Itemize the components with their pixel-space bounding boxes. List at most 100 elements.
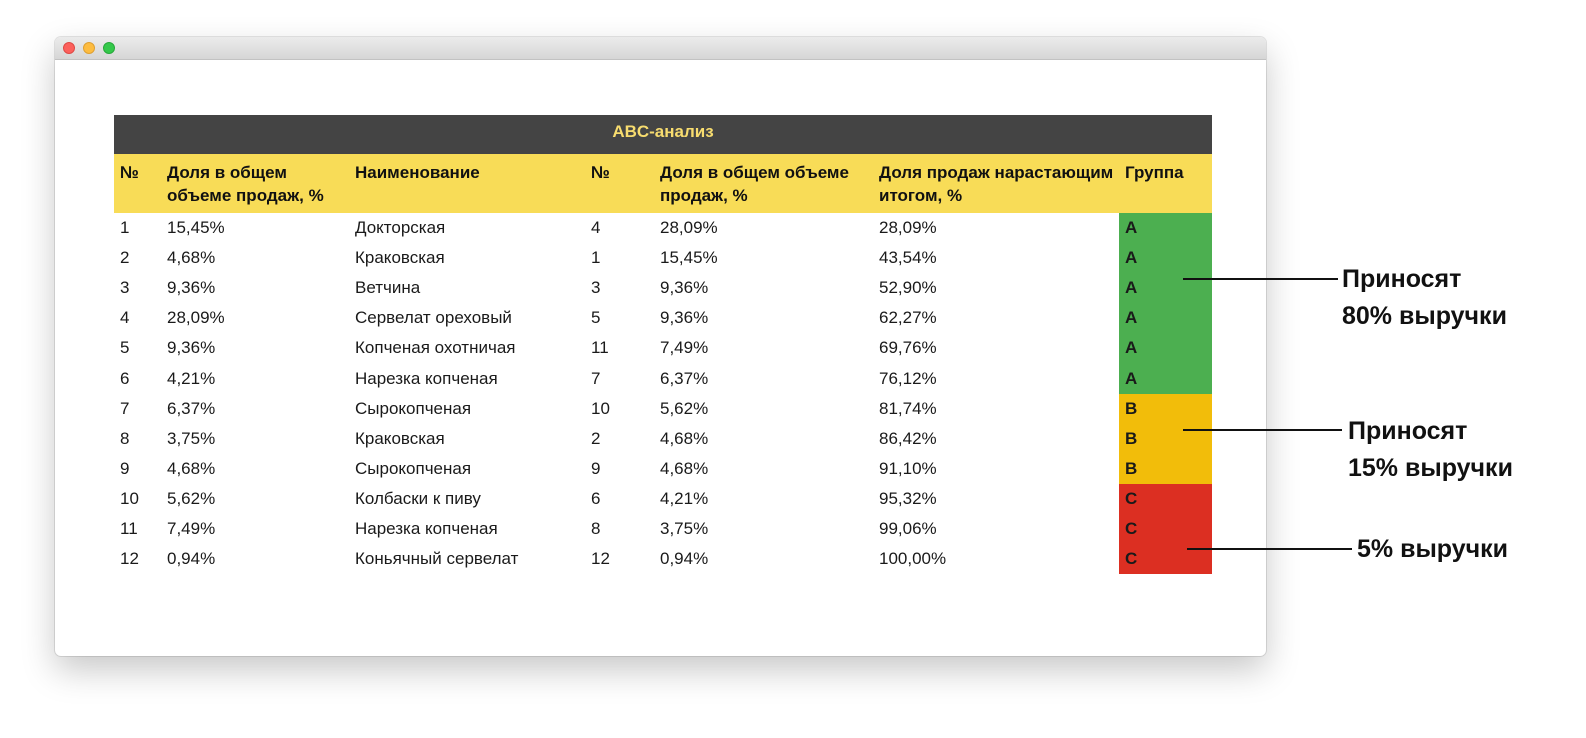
- sorted-share-value-cell: 28,09%: [660, 218, 718, 238]
- sorted-number-cell: 10: [591, 398, 610, 418]
- table-row: 2 4,68% Краковская 1 15,45% 43,54% A: [114, 243, 1212, 274]
- cumulative-share-value-cell: 99,06%: [879, 518, 937, 538]
- close-window-button[interactable]: [63, 42, 75, 54]
- sorted-number-cell: 5: [591, 308, 601, 328]
- cumulative-share-value-cell: 95,32%: [879, 488, 937, 508]
- row-number-cell: 5: [120, 338, 130, 358]
- group-label-cell: C: [1119, 483, 1212, 514]
- row-number-cell: 10: [120, 488, 139, 508]
- share-value-cell: 9,36%: [167, 338, 216, 358]
- product-name-cell: Сырокопченая: [355, 458, 472, 478]
- table-row: 8 3,75% Краковская 2 4,68% 86,42% B: [114, 423, 1212, 454]
- sorted-share-value-cell: 5,62%: [660, 398, 709, 418]
- sorted-number-cell: 3: [591, 278, 601, 298]
- product-name-cell: Краковская: [355, 428, 445, 448]
- group-label-cell: B: [1119, 423, 1212, 454]
- sorted-number-cell: 7: [591, 368, 601, 388]
- sorted-share-value-cell: 9,36%: [660, 278, 709, 298]
- annotation-b: Приносят 15% выручки: [1348, 413, 1513, 487]
- row-number-cell: 6: [120, 368, 130, 388]
- abc-table-container: ABC-анализ № Доля в общем объеме продаж,…: [114, 115, 1212, 575]
- group-label-cell: A: [1119, 363, 1212, 394]
- header-group: Группа: [1119, 154, 1212, 213]
- cumulative-share-value-cell: 81,74%: [879, 398, 937, 418]
- row-number-cell: 9: [120, 458, 130, 478]
- product-name-cell: Докторская: [355, 218, 446, 238]
- group-label-cell: C: [1119, 513, 1212, 545]
- row-number-cell: 12: [120, 549, 139, 569]
- table-header-row: № Доля в общем объеме продаж, % Наименов…: [114, 154, 1212, 213]
- group-label-cell: A: [1119, 243, 1212, 274]
- row-number-cell: 11: [120, 518, 138, 538]
- table-row: 11 7,49% Нарезка копченая 8 3,75% 99,06% C: [114, 513, 1212, 545]
- cumulative-share-value-cell: 28,09%: [879, 218, 937, 238]
- annotation-c-line2: 5% выручки: [1357, 535, 1509, 563]
- table-row: 3 9,36% Ветчина 3 9,36% 52,90% A: [114, 273, 1212, 304]
- share-value-cell: 4,68%: [167, 458, 216, 478]
- row-number-cell: 8: [120, 428, 130, 448]
- app-window: ABC-анализ № Доля в общем объеме продаж,…: [55, 37, 1266, 656]
- header-number: №: [114, 154, 161, 213]
- sorted-number-cell: 11: [591, 338, 609, 358]
- annotation-line-a: [1183, 278, 1338, 280]
- sorted-number-cell: 6: [591, 488, 601, 508]
- sorted-number-cell: 8: [591, 518, 601, 538]
- cumulative-share-value-cell: 91,10%: [879, 458, 937, 478]
- sorted-share-value-cell: 7,49%: [660, 338, 709, 358]
- product-name-cell: Ветчина: [355, 278, 421, 298]
- minimize-window-button[interactable]: [83, 42, 95, 54]
- annotation-b-line1: Приносят: [1348, 417, 1468, 445]
- cumulative-share-value-cell: 62,27%: [879, 308, 937, 328]
- sorted-share-value-cell: 15,45%: [660, 248, 718, 268]
- row-number-cell: 3: [120, 278, 130, 298]
- share-value-cell: 5,62%: [167, 488, 216, 508]
- table-row: 10 5,62% Колбаски к пиву 6 4,21% 95,32% C: [114, 483, 1212, 514]
- row-number-cell: 2: [120, 248, 130, 268]
- title-bar: [55, 37, 1266, 60]
- share-value-cell: 15,45%: [167, 218, 225, 238]
- product-name-cell: Сырокопченая: [355, 398, 472, 418]
- sorted-number-cell: 9: [591, 458, 601, 478]
- sorted-share-value-cell: 9,36%: [660, 308, 709, 328]
- sorted-number-cell: 12: [591, 549, 610, 569]
- product-name-cell: Коньячный сервелат: [355, 549, 519, 569]
- share-value-cell: 28,09%: [167, 308, 225, 328]
- product-name-cell: Нарезка копченая: [355, 368, 498, 388]
- cumulative-share-value-cell: 100,00%: [879, 549, 947, 569]
- table-title: ABC-анализ: [114, 115, 1212, 154]
- row-number-cell: 7: [120, 398, 130, 418]
- product-name-cell: Копченая охотничая: [355, 338, 516, 358]
- header-sorted-share: Доля в общем объеме продаж, %: [654, 154, 873, 213]
- group-label-cell: A: [1119, 213, 1212, 244]
- cumulative-share-value-cell: 86,42%: [879, 428, 937, 448]
- share-value-cell: 9,36%: [167, 278, 216, 298]
- annotation-c: 5% выручки: [1357, 531, 1508, 568]
- header-share: Доля в общем объеме продаж, %: [161, 154, 349, 213]
- group-label-cell: A: [1119, 303, 1212, 334]
- cumulative-share-value-cell: 43,54%: [879, 248, 937, 268]
- sorted-number-cell: 2: [591, 428, 601, 448]
- zoom-window-button[interactable]: [103, 42, 115, 54]
- sorted-share-value-cell: 0,94%: [660, 549, 709, 569]
- annotation-a-line2: 80% выручки: [1342, 302, 1507, 330]
- sorted-share-value-cell: 4,68%: [660, 458, 709, 478]
- share-value-cell: 6,37%: [167, 398, 216, 418]
- share-value-cell: 3,75%: [167, 428, 216, 448]
- cumulative-share-value-cell: 52,90%: [879, 278, 937, 298]
- product-name-cell: Краковская: [355, 248, 445, 268]
- header-cumulative-share: Доля продаж нарастающим итогом, %: [873, 154, 1119, 213]
- table-body: 1 15,45% Докторская 4 28,09% 28,09% A 2 4,68% Кра…: [114, 213, 1212, 575]
- annotation-line-b: [1183, 429, 1342, 431]
- share-value-cell: 4,68%: [167, 248, 216, 268]
- product-name-cell: Колбаски к пиву: [355, 488, 481, 508]
- table-row: 9 4,68% Сырокопченая 9 4,68% 91,10% B: [114, 453, 1212, 484]
- cumulative-share-value-cell: 76,12%: [879, 368, 937, 388]
- table-row: 5 9,36% Копченая охотничая 11 7,49% 69,76% A: [114, 333, 1212, 364]
- sorted-number-cell: 4: [591, 218, 601, 238]
- annotation-line-c: [1187, 548, 1352, 550]
- sorted-number-cell: 1: [591, 248, 601, 268]
- table-row: 12 0,94% Коньячный сервелат 12 0,94% 100,00% C: [114, 544, 1212, 575]
- row-number-cell: 1: [120, 218, 130, 238]
- sorted-share-value-cell: 4,68%: [660, 428, 709, 448]
- abc-table: № Доля в общем объеме продаж, % Наименов…: [114, 154, 1212, 575]
